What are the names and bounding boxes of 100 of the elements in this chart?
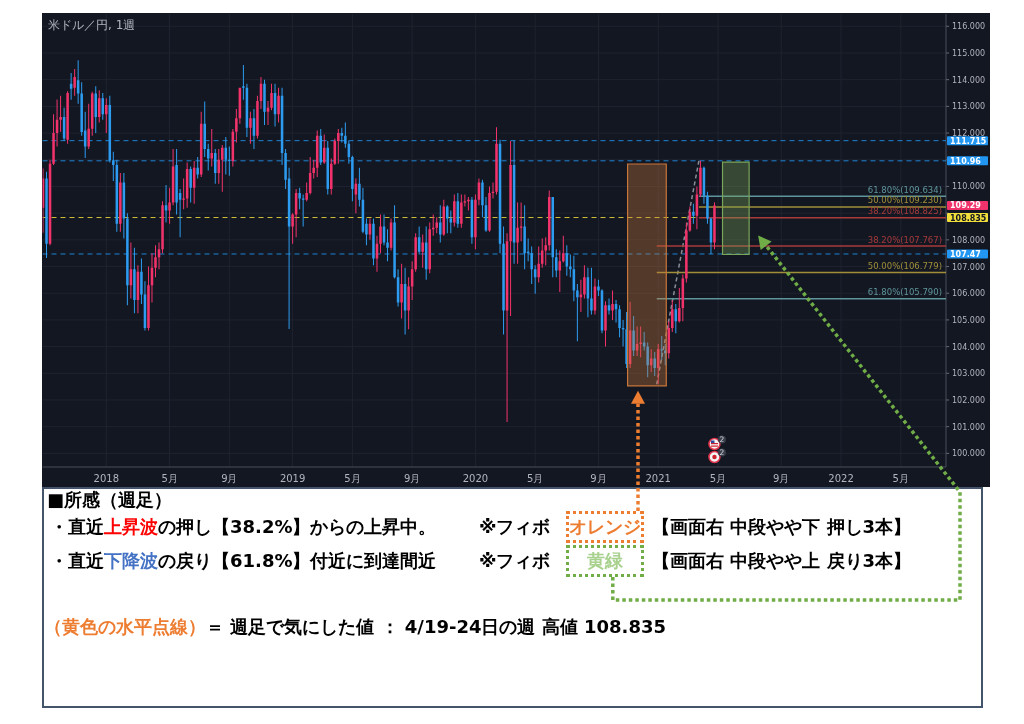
ref-line-label: 108.835	[950, 213, 987, 223]
candlestick	[488, 186, 491, 232]
series-label: 38.20%(108.825)	[867, 206, 942, 217]
candlestick	[182, 178, 185, 210]
y-tick-label: 103.000	[952, 369, 986, 379]
y-tick-label: 105.000	[952, 315, 986, 325]
candlestick	[713, 202, 716, 250]
candlestick	[576, 283, 579, 342]
candlestick	[699, 160, 702, 198]
text: ■所感（週足）	[47, 489, 173, 510]
x-tick-label: 2019	[279, 473, 306, 484]
candlestick	[189, 166, 192, 203]
candlestick	[663, 343, 667, 366]
candlestick	[428, 222, 431, 274]
candlestick	[322, 134, 326, 164]
candlestick	[632, 315, 635, 356]
candlestick	[154, 245, 157, 278]
text: 109.29	[950, 201, 982, 211]
candlestick	[706, 191, 709, 224]
candlestick	[611, 290, 614, 320]
x-tick-label: 5月	[709, 473, 727, 484]
y-tick-label: 100.000	[952, 449, 986, 459]
x-tick-label: 2018	[93, 473, 120, 484]
text: オレンジ	[569, 516, 641, 537]
candlestick	[277, 87, 280, 123]
candlestick	[298, 187, 301, 210]
y-tick-label: 113.000	[952, 102, 986, 112]
candlestick	[653, 351, 656, 376]
x-tick-label: 9月	[590, 473, 607, 484]
y-tick-label: 102.000	[952, 396, 986, 405]
candlestick	[467, 197, 470, 211]
candlestick	[533, 265, 537, 294]
y-tick-label: 108.000	[952, 235, 986, 245]
x-tick-label: 2020	[462, 473, 489, 484]
candlestick	[460, 194, 463, 228]
candlestick	[435, 217, 439, 234]
x-tick-label: 9月	[773, 473, 790, 484]
x-tick-label: 9月	[221, 473, 238, 484]
candlestick	[431, 214, 435, 236]
text: 下降波	[104, 550, 158, 571]
x-tick-label: 2021	[645, 473, 671, 484]
candlestick	[495, 127, 498, 195]
ref-line-label: 107.47	[950, 249, 981, 259]
candlestick	[558, 250, 562, 292]
text: の押し【38.2%】からの上昇中。	[158, 516, 437, 537]
candlestick	[55, 99, 59, 147]
x-tick-label: 5月	[526, 473, 544, 484]
series-label: 61.80%(105.790)	[867, 287, 942, 298]
candlestick	[439, 205, 442, 243]
y-tick-label: 104.000	[952, 342, 986, 352]
y-tick-label: 107.000	[952, 262, 986, 272]
candlestick	[119, 173, 122, 232]
candlestick	[168, 187, 171, 224]
chart-title: 米ドル／円, 1週	[48, 18, 136, 32]
text: の戻り【61.8%】付近に到達間近	[158, 550, 437, 571]
text: 黄緑	[587, 550, 623, 571]
ref-line-label: 110.96	[950, 156, 982, 166]
candlestick	[266, 101, 270, 126]
candlestick	[562, 235, 565, 263]
text: 上昇波	[104, 516, 158, 537]
y-tick-label: 110.000	[952, 182, 986, 192]
candlestick	[326, 141, 330, 195]
candlestick	[305, 182, 308, 202]
candlestick	[407, 277, 410, 330]
candlestick	[221, 145, 224, 192]
y-tick-label: 112.000	[952, 129, 986, 139]
y-tick-label: 114.000	[952, 75, 986, 85]
candlestick	[400, 263, 403, 319]
text: ・直近	[50, 550, 104, 571]
candlestick	[97, 90, 101, 123]
candlestick	[519, 202, 523, 242]
candlestick	[446, 205, 449, 234]
candlestick	[164, 185, 168, 223]
candlestick	[604, 301, 607, 347]
text: ※フィボ	[479, 550, 551, 571]
candlestick	[579, 279, 583, 312]
y-tick-label: 116.000	[952, 22, 986, 32]
y-tick-label: 106.000	[952, 289, 986, 299]
series-label: 38.20%(107.767)	[867, 234, 942, 245]
candlestick	[291, 213, 294, 244]
series-label: 50.00%(106.779)	[867, 260, 942, 271]
candlestick	[544, 237, 547, 266]
candlestick	[379, 214, 382, 254]
text: ＝ 週足で気にした値 ： 4/19-24日の週 高値 108.835	[206, 616, 666, 637]
text: ・直近	[50, 516, 104, 537]
candlestick	[263, 79, 266, 126]
series-label: 50.00%(109.230)	[867, 195, 942, 206]
candlestick	[583, 265, 586, 299]
text: 【画面右 中段やや上 戻り3本】	[652, 550, 912, 571]
candlestick	[105, 98, 108, 134]
x-tick-label: 5月	[344, 473, 361, 484]
text: （黄色の水平点線）	[44, 616, 206, 637]
candlestick	[537, 246, 540, 283]
candlestick	[516, 202, 519, 264]
candlestick	[210, 129, 214, 167]
candlestick	[337, 129, 340, 164]
candlestick	[590, 267, 593, 315]
candlestick	[671, 299, 674, 332]
candlestick	[607, 298, 611, 315]
x-tick-label: 5月	[161, 473, 178, 484]
